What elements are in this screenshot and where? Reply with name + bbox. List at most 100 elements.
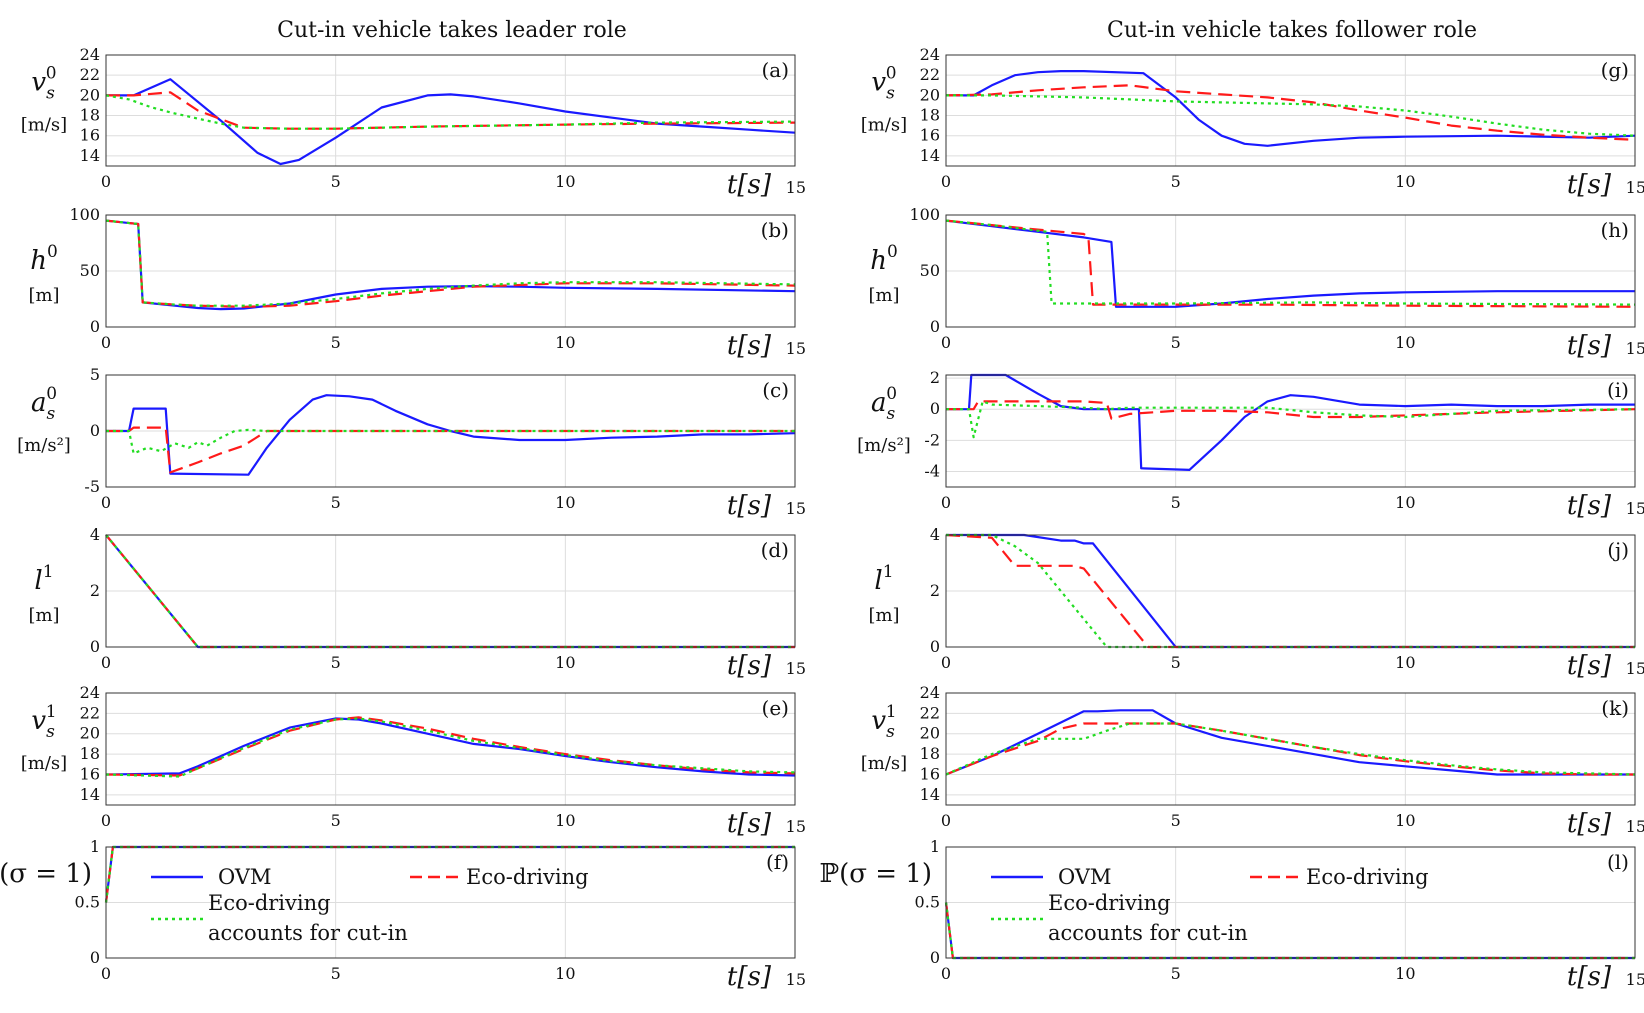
x-tick-label: 0 — [941, 333, 951, 352]
series-line-ovm — [105, 219, 796, 311]
y-tick-label: 20 — [920, 85, 940, 104]
legend-label-ovm: OVM — [218, 865, 272, 889]
series-line-ovm — [945, 709, 1635, 776]
y-tick-label: -4 — [924, 461, 940, 480]
x-tick-label: 10 — [555, 653, 575, 672]
x-tick-label: 5 — [1171, 653, 1181, 672]
panel-tag: (l) — [1607, 850, 1629, 874]
panel-tag: (f) — [766, 850, 789, 874]
series-line-eco_cutin — [106, 428, 795, 455]
y-axis-subscript: s — [886, 404, 895, 424]
x-tick-label: 0 — [101, 333, 111, 352]
x-tick-label: 10 — [555, 333, 575, 352]
x-tick-label-last: 15 — [1626, 499, 1644, 518]
x-tick-label: 0 — [101, 172, 111, 191]
panel-tag: (j) — [1607, 538, 1629, 562]
right-column-title: Cut-in vehicle takes follower role — [1107, 18, 1477, 43]
y-tick-label: 16 — [920, 126, 940, 145]
series-line-eco — [946, 400, 1636, 420]
series-line-eco_cutin — [105, 94, 796, 130]
y-axis-superscript: 0 — [47, 242, 58, 262]
x-tick-label: 0 — [941, 653, 951, 672]
x-axis-label: t[s] — [1567, 962, 1612, 992]
x-tick-label: 0 — [941, 172, 951, 191]
x-tick-label: 10 — [555, 964, 575, 983]
y-axis-unit: [m] — [868, 605, 899, 626]
x-tick-label: 5 — [331, 172, 341, 191]
y-tick-label: 4 — [90, 525, 100, 544]
y-axis-label: h0 — [870, 242, 898, 276]
series-line-eco_cutin — [946, 533, 1635, 649]
panel-tag: (c) — [762, 378, 789, 402]
y-tick-label: 22 — [920, 65, 940, 84]
x-tick-label-last: 15 — [786, 499, 806, 518]
y-axis-subscript: s — [886, 722, 895, 742]
y-tick-label: 16 — [80, 764, 100, 783]
y-tick-label: -5 — [84, 477, 100, 496]
x-tick-label-last: 15 — [1626, 339, 1644, 358]
y-axis-symbol: l — [34, 566, 42, 596]
y-tick-label: 16 — [80, 126, 100, 145]
x-tick-label: 0 — [941, 964, 951, 983]
y-axis-unit: [m/s] — [21, 753, 67, 774]
x-axis-label: t[s] — [727, 170, 772, 200]
series-line-eco — [105, 534, 795, 649]
y-axis-symbol: a — [31, 388, 47, 418]
y-tick-label: 0 — [90, 637, 100, 656]
y-axis-label: l1 — [34, 562, 53, 596]
x-axis-label: t[s] — [1567, 491, 1612, 521]
panel-frame — [105, 692, 796, 806]
x-tick-label-last: 15 — [786, 817, 806, 836]
y-tick-label: 14 — [920, 146, 940, 165]
y-tick-label: 0 — [90, 421, 100, 440]
x-tick-label: 10 — [1395, 964, 1415, 983]
y-axis-label: vs1 — [31, 702, 56, 742]
panel-frame — [105, 846, 796, 959]
y-axis-unit: [m/s] — [21, 115, 67, 136]
x-axis-label: t[s] — [1567, 809, 1612, 839]
y-axis-subscript: s — [46, 404, 55, 424]
legend-label-eco-cutin-line2: accounts for cut-in — [208, 921, 408, 945]
y-tick-label: 0 — [930, 399, 940, 418]
y-tick-label: 14 — [80, 146, 100, 165]
x-tick-label-last: 15 — [1626, 659, 1644, 678]
y-tick-label: 14 — [80, 785, 100, 804]
y-tick-label: 20 — [80, 724, 100, 743]
x-tick-label: 10 — [1395, 493, 1415, 512]
x-tick-label: 0 — [101, 964, 111, 983]
x-tick-label: 5 — [331, 333, 341, 352]
y-tick-label: 24 — [920, 683, 940, 702]
legend-label-eco: Eco-driving — [1306, 865, 1429, 889]
y-axis-label: vs1 — [871, 702, 896, 742]
x-tick-label: 5 — [1171, 811, 1181, 830]
y-axis-label: h0 — [30, 242, 58, 276]
x-tick-label-last: 15 — [786, 178, 806, 197]
series-line-eco — [945, 533, 1635, 649]
y-tick-label: 0 — [90, 317, 100, 336]
panel-tag: (k) — [1601, 696, 1629, 720]
series-line-eco_cutin — [105, 219, 796, 307]
x-tick-label: 10 — [1395, 333, 1415, 352]
x-tick-label: 5 — [331, 493, 341, 512]
panel-frame — [945, 374, 1636, 488]
series-line-eco — [105, 219, 796, 308]
y-tick-label: 0.5 — [915, 893, 940, 912]
y-tick-label: 100 — [69, 205, 100, 224]
y-axis-unit: [m/s²] — [857, 435, 911, 456]
legend-label-ovm: OVM — [1058, 865, 1112, 889]
x-tick-label: 10 — [1395, 811, 1415, 830]
x-tick-label: 5 — [331, 653, 341, 672]
x-tick-label: 10 — [555, 493, 575, 512]
y-axis-superscript: 0 — [886, 384, 897, 404]
y-axis-label: l1 — [874, 562, 893, 596]
y-axis-superscript: 0 — [887, 242, 898, 262]
y-tick-label: 22 — [80, 703, 100, 722]
y-tick-label: 24 — [80, 45, 100, 64]
